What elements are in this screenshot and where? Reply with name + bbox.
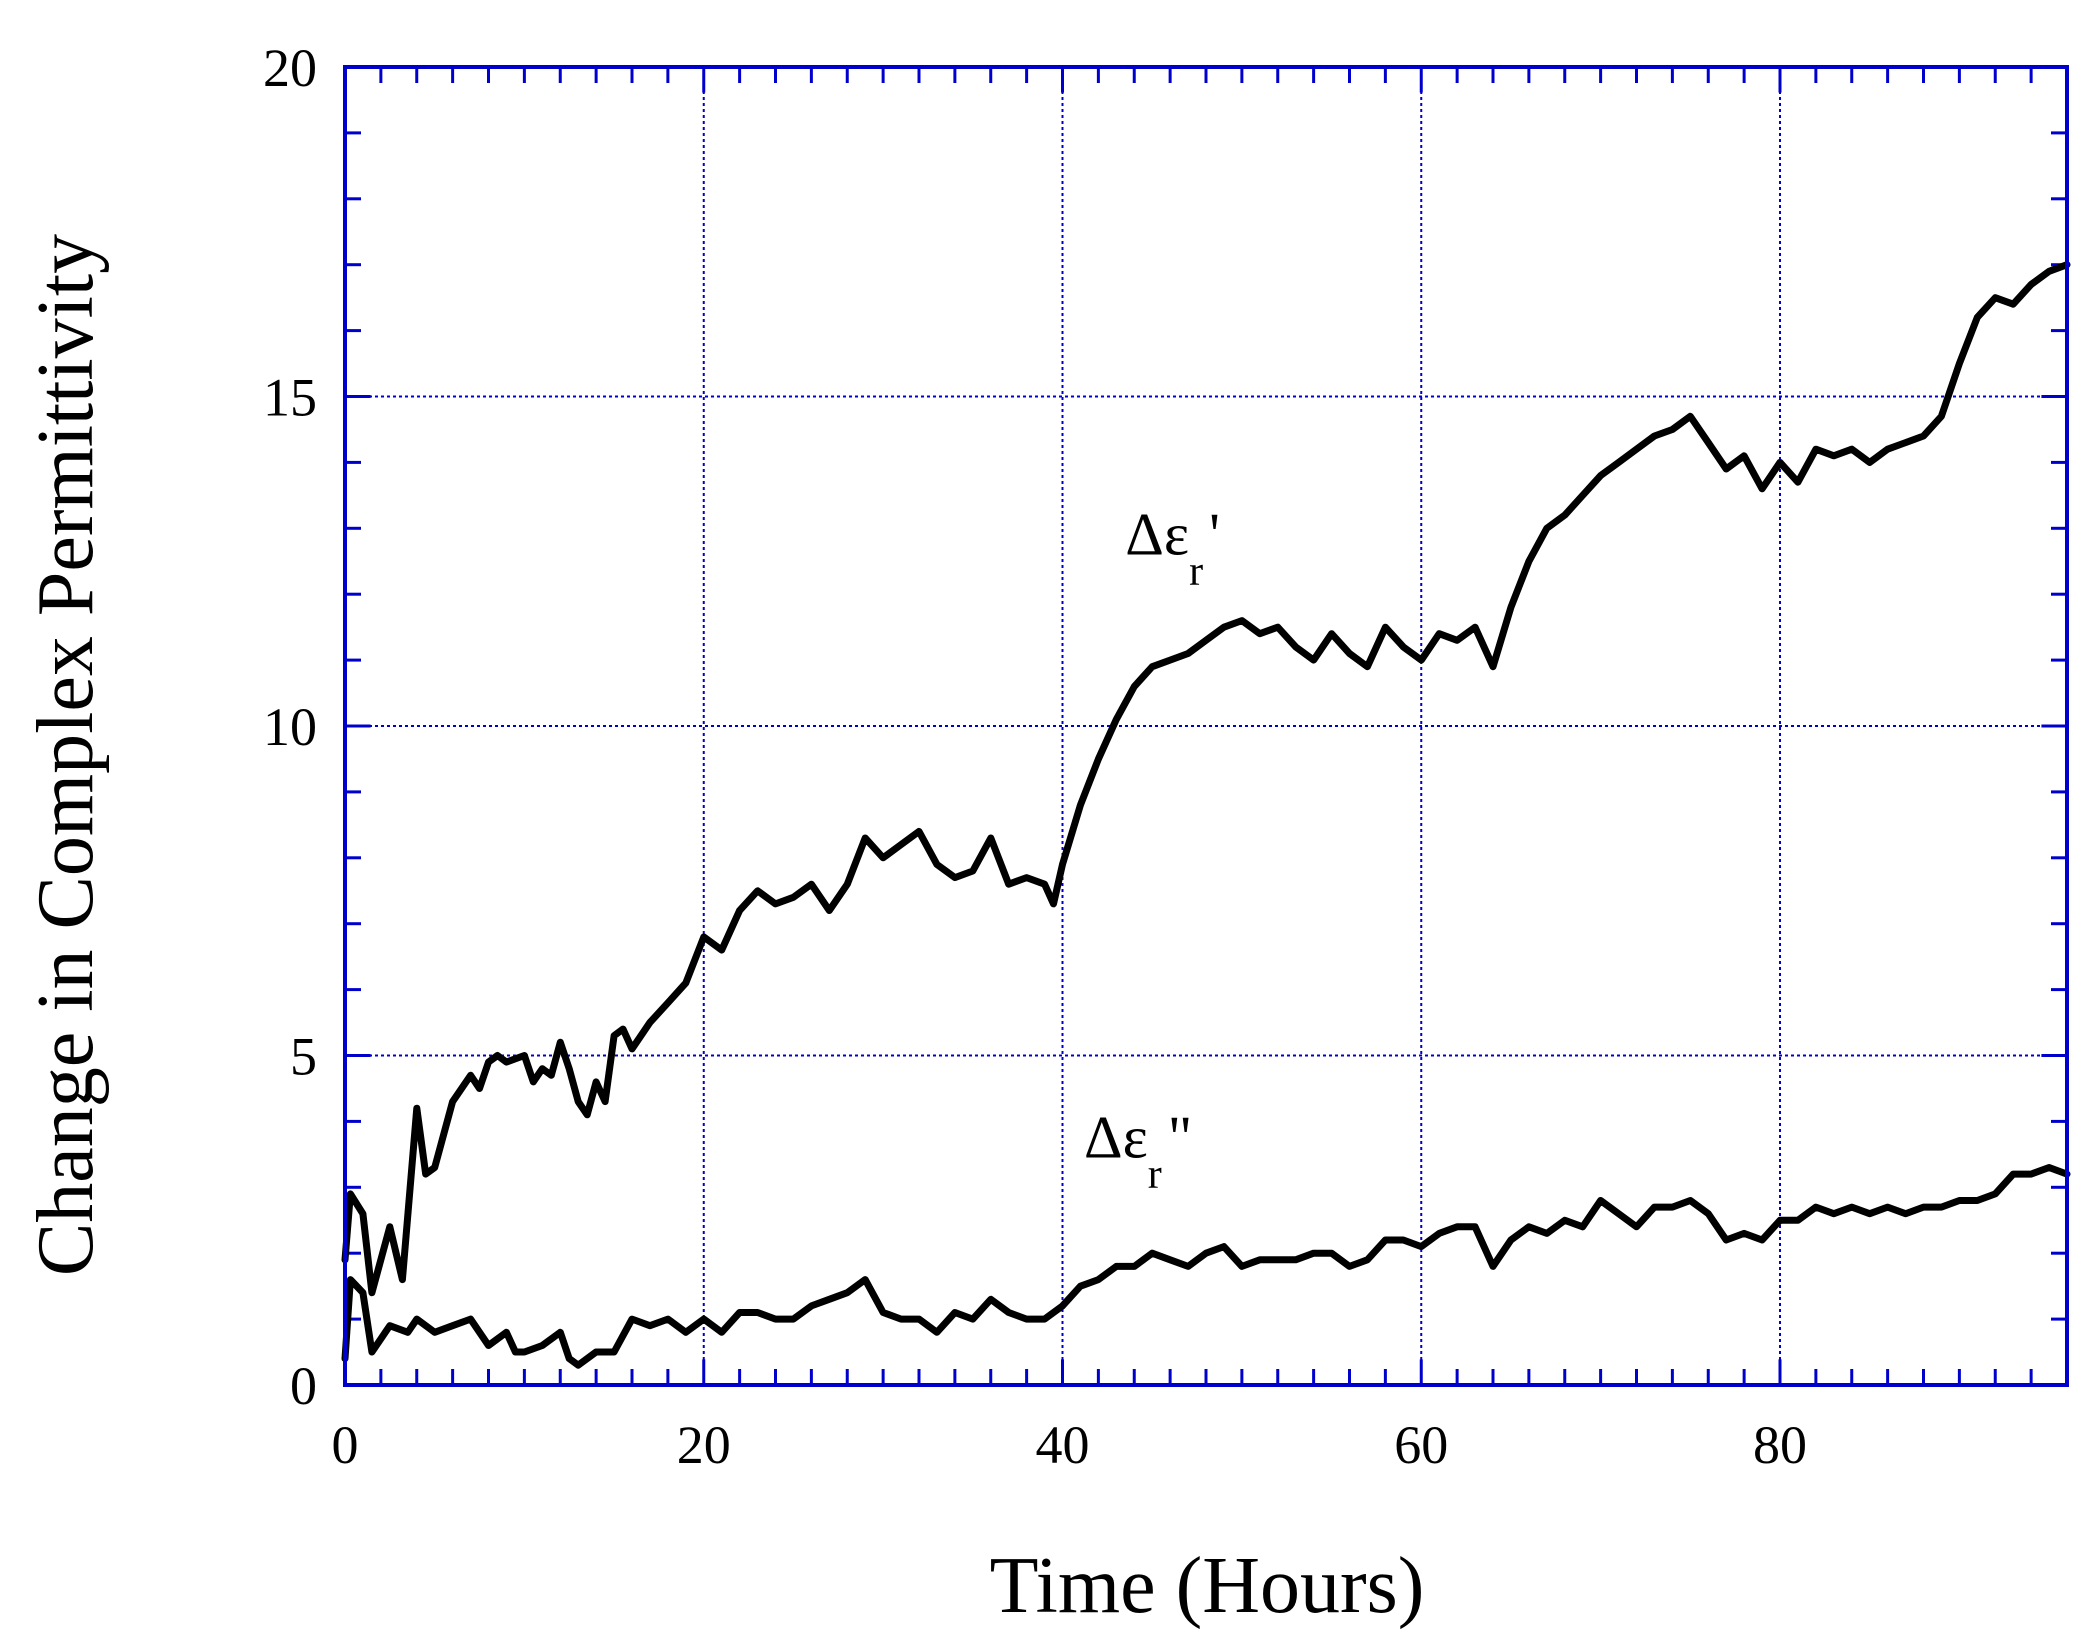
x-tick-label: 40 — [1036, 1415, 1090, 1475]
y-tick-label: 5 — [290, 1027, 317, 1087]
series-annotation-2: Δεr" — [1084, 1105, 1192, 1198]
y-tick-labels: 0 5 10 15 20 — [263, 38, 317, 1416]
annotation-subscript: r — [1189, 549, 1203, 595]
annotations: Δεr'Δεr" — [1084, 502, 1220, 1198]
y-axis-title: Change in Complex Permittivity — [22, 234, 110, 1276]
grid — [345, 67, 2067, 1385]
x-tick-label: 60 — [1394, 1415, 1448, 1475]
plot-frame — [343, 65, 2069, 1387]
x-tick-labels: 0 20 40 60 80 — [332, 1415, 1808, 1475]
y-tick-label: 10 — [263, 697, 317, 757]
series-line-2 — [341, 1164, 2071, 1369]
y-tick-label: 20 — [263, 38, 317, 98]
x-tick-label: 80 — [1753, 1415, 1807, 1475]
minor-ticks — [343, 65, 2069, 1387]
series-annotation-1: Δεr' — [1125, 502, 1220, 595]
x-tick-label: 0 — [332, 1415, 359, 1475]
series-line-1 — [341, 261, 2071, 1297]
series-layer — [341, 261, 2071, 1369]
y-tick-label: 15 — [263, 368, 317, 428]
y-tick-label: 0 — [290, 1356, 317, 1416]
annotation-symbol: Δε — [1125, 502, 1189, 568]
annotation-prime: " — [1168, 1105, 1193, 1171]
x-tick-label: 20 — [677, 1415, 731, 1475]
annotation-prime: ' — [1209, 502, 1220, 568]
annotation-symbol: Δε — [1084, 1105, 1148, 1171]
annotation-subscript: r — [1148, 1152, 1162, 1198]
x-axis-title: Time (Hours) — [990, 1542, 1425, 1630]
